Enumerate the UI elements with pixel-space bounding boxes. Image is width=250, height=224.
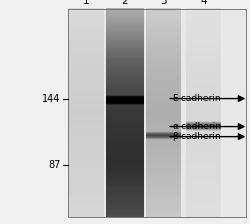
Text: 3: 3 (160, 0, 167, 6)
Text: E-cadherin: E-cadherin (172, 94, 221, 103)
Text: β-cadherin: β-cadherin (172, 132, 221, 141)
Text: 144: 144 (42, 94, 60, 103)
Text: 4: 4 (200, 0, 207, 6)
Bar (68, 9, 246, 217)
Text: 2: 2 (122, 0, 128, 6)
Text: 1: 1 (83, 0, 89, 6)
Bar (68, 9, 246, 217)
Text: α-cadherin: α-cadherin (172, 122, 221, 131)
Text: 87: 87 (48, 160, 60, 170)
